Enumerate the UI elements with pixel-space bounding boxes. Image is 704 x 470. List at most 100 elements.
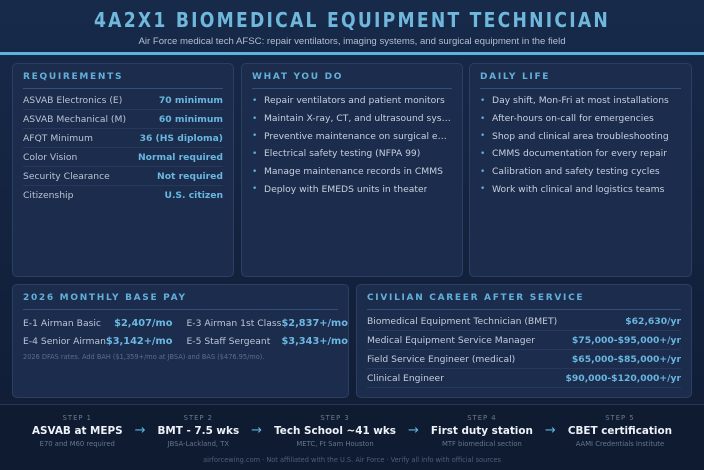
page-header: 4A2X1 BIOMEDICAL EQUIPMENT TECHNICIAN Ai…	[0, 0, 704, 52]
pay-amount: $3,343+/mo	[281, 335, 348, 347]
step-number: STEP 5	[605, 414, 635, 422]
bullet-icon: •	[252, 131, 258, 142]
step-title: ASVAB at MEPS	[32, 425, 123, 437]
bullet-icon: •	[480, 131, 486, 142]
bullet-icon: •	[480, 113, 486, 124]
pay-amount: $2,837+/mo	[281, 317, 348, 329]
step-number: STEP 3	[320, 414, 350, 422]
requirement-label: Security Clearance	[23, 170, 110, 182]
base-pay-card: 2026 MONTHLY BASE PAY E-1 Airman Basic $2…	[12, 284, 349, 398]
bullet-icon: •	[252, 184, 258, 195]
job-salary: $65,000-$85,000+/yr	[571, 353, 681, 365]
job-salary: $90,000-$120,000+/yr	[565, 372, 681, 384]
job-salary: $75,000-$95,000+/yr	[571, 334, 681, 346]
step-subtitle: E70 and M60 required	[39, 440, 115, 448]
pay-item: E-5 Staff Sergeant $3,343+/mo	[186, 332, 348, 350]
step-title: Tech School ~41 wks	[274, 425, 396, 437]
pay-grade: E-3 Airman 1st Class	[186, 317, 282, 329]
requirements-title: REQUIREMENTS	[23, 72, 223, 89]
step-subtitle: METC, Ft Sam Houston	[296, 440, 374, 448]
list-item: • Deploy with EMEDS units in theater	[252, 183, 428, 195]
requirement-label: Citizenship	[23, 190, 74, 201]
arrow-right-icon: →	[544, 423, 556, 438]
arrow-right-icon: →	[134, 423, 146, 438]
civilian-job-row: Biomedical Equipment Technician (BMET) $6…	[367, 312, 681, 331]
pay-item: E-3 Airman 1st Class $2,837+/mo	[186, 314, 348, 332]
step-1: STEP 1 ASVAB at MEPS E70 and M60 require…	[32, 414, 123, 448]
pay-item: E-4 Senior Airman $3,142+/mo	[23, 332, 172, 350]
civilian-career-title: CIVILIAN CAREER AFTER SERVICE	[367, 293, 681, 310]
job-salary: $62,630/yr	[625, 315, 681, 327]
job-title: Field Service Engineer (medical)	[367, 353, 516, 365]
pay-footnote: 2026 DFAS rates. Add BAH ($1,359+/mo at …	[23, 353, 265, 361]
what-you-do-card: WHAT YOU DO • Repair ventilators and pati…	[241, 63, 463, 277]
list-item: • Repair ventilators and patient monitors	[252, 95, 445, 107]
list-item: • Shop and clinical area troubleshooting	[480, 130, 669, 142]
page-title: 4A2X1 BIOMEDICAL EQUIPMENT TECHNICIAN	[93, 8, 611, 32]
requirement-label: ASVAB Mechanical (M)	[23, 113, 127, 125]
pay-grid: E-1 Airman Basic $2,407/mo E-3 Airman 1st…	[23, 314, 348, 350]
step-subtitle: MTF biomedical section	[441, 440, 522, 448]
civilian-job-row: Field Service Engineer (medical) $65,000-…	[367, 350, 681, 369]
requirement-value: 36 (HS diploma)	[139, 132, 223, 144]
step-2: STEP 2 BMT - 7.5 wks JBSA-Lackland, TX	[158, 414, 240, 448]
list-item: • CMMS documentation for every repair	[480, 148, 667, 160]
step-number: STEP 1	[62, 414, 92, 422]
step-3: STEP 3 Tech School ~41 wks METC, Ft Sam …	[274, 414, 396, 448]
bullet-icon: •	[480, 95, 486, 106]
requirement-row: ASVAB Mechanical (M) 60 minimum	[23, 110, 223, 129]
career-path-steps: STEP 1 ASVAB at MEPS E70 and M60 require…	[0, 404, 704, 470]
pay-amount: $3,142+/mo	[105, 335, 173, 347]
requirement-label: AFQT Minimum	[23, 132, 93, 144]
civilian-job-row: Clinical Engineer $90,000-$120,000+/yr	[367, 369, 681, 388]
job-title: Biomedical Equipment Technician (BMET)	[367, 315, 558, 327]
requirement-row: AFQT Minimum 36 (HS diploma)	[23, 129, 223, 148]
daily-life-card: DAILY LIFE • Day shift, Mon-Fri at most i…	[469, 63, 692, 277]
list-item: • Calibration and safety testing cycles	[480, 166, 660, 178]
list-item: • Preventive maintenance on surgical equi…	[252, 130, 452, 142]
footer-disclaimer: airforcewing.com · Not affiliated with t…	[203, 456, 501, 464]
arrow-right-icon: →	[408, 423, 419, 438]
page-subtitle: Air Force medical tech AFSC: repair vent…	[138, 36, 566, 47]
requirement-value: 70 minimum	[158, 94, 223, 106]
bullet-icon: •	[252, 148, 258, 159]
step-5: STEP 5 CBET certification AAMI Credentia…	[568, 414, 672, 448]
duties-list: • Repair ventilators and patient monitors…	[252, 92, 452, 198]
step-subtitle: AAMI Credentials Institute	[575, 440, 665, 448]
base-pay-title: 2026 MONTHLY BASE PAY	[23, 293, 338, 310]
list-item: • Manage maintenance records in CMMS	[252, 166, 443, 178]
step-4: STEP 4 First duty station MTF biomedical…	[431, 414, 533, 448]
list-item: • Day shift, Mon-Fri at most installation…	[480, 95, 669, 107]
step-number: STEP 2	[183, 414, 213, 422]
daily-life-list: • Day shift, Mon-Fri at most installation…	[480, 92, 681, 198]
requirement-row: Security Clearance Not required	[23, 167, 223, 186]
bullet-icon: •	[252, 166, 258, 177]
arrow-right-icon: →	[251, 423, 263, 438]
job-title: Medical Equipment Service Manager	[367, 334, 536, 346]
pay-grade: E-1 Airman Basic	[23, 317, 101, 329]
requirements-card: REQUIREMENTS ASVAB Electronics (E) 70 min…	[12, 63, 234, 277]
bullet-icon: •	[252, 113, 258, 124]
requirement-value: Not required	[157, 170, 223, 182]
list-item: • Maintain X-ray, CT, and ultrasound syst…	[252, 113, 452, 125]
pay-item: E-1 Airman Basic $2,407/mo	[23, 314, 172, 332]
civilian-career-card: CIVILIAN CAREER AFTER SERVICE Biomedical…	[356, 284, 692, 398]
bullet-icon: •	[480, 148, 486, 159]
requirement-value: U.S. citizen	[164, 190, 223, 201]
list-item: • Electrical safety testing (NFPA 99)	[252, 148, 421, 160]
step-title: First duty station	[430, 425, 533, 437]
daily-life-title: DAILY LIFE	[480, 72, 681, 89]
civilian-job-row: Medical Equipment Service Manager $75,000…	[367, 331, 681, 350]
pay-grade: E-5 Staff Sergeant	[186, 335, 271, 347]
job-title: Clinical Engineer	[367, 372, 444, 384]
requirement-row: Color Vision Normal required	[23, 148, 223, 167]
step-number: STEP 4	[467, 414, 497, 422]
requirement-row: Citizenship U.S. citizen	[23, 186, 223, 205]
bullet-icon: •	[252, 95, 258, 106]
requirement-row: ASVAB Electronics (E) 70 minimum	[23, 91, 223, 110]
pay-grade: E-4 Senior Airman	[23, 335, 106, 347]
bullet-icon: •	[480, 184, 486, 195]
step-title: CBET certification	[567, 425, 672, 437]
requirement-label: ASVAB Electronics (E)	[23, 94, 123, 106]
what-you-do-title: WHAT YOU DO	[252, 72, 452, 89]
